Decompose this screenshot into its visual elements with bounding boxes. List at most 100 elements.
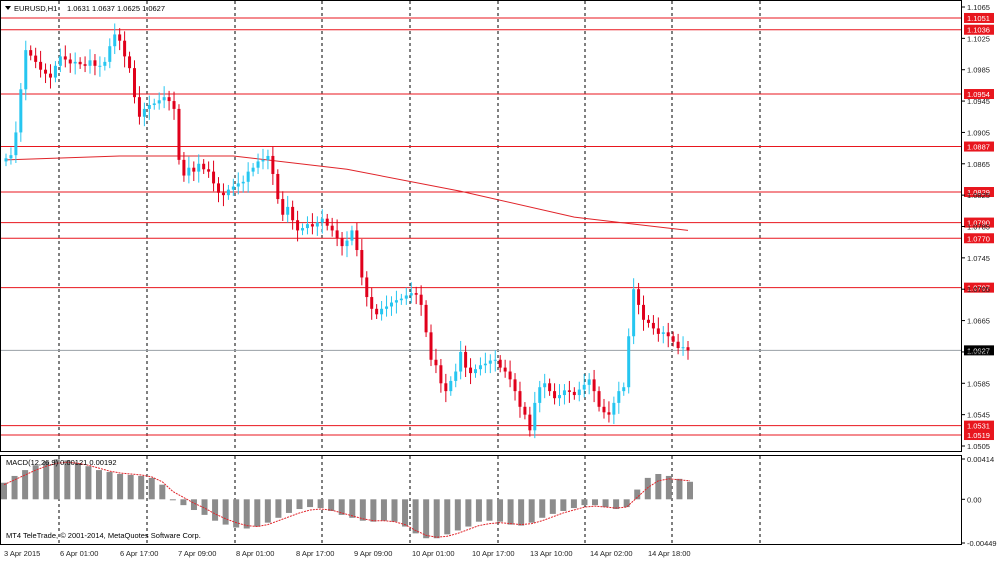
candle-body-up	[454, 371, 458, 381]
candle-body-up	[147, 104, 151, 109]
macd-histogram-bar	[138, 475, 145, 500]
candle-body-down	[29, 50, 33, 56]
candle-body-down	[528, 414, 532, 431]
level-price-tag	[964, 24, 994, 35]
macd-histogram-bar	[338, 499, 345, 515]
macd-histogram-bar	[212, 499, 219, 521]
level-price-label: 1.0519	[967, 431, 990, 440]
candle-body-down	[434, 359, 438, 366]
candle-body-down	[330, 225, 334, 231]
macd-histogram-bar	[201, 499, 208, 515]
candle-body-down	[424, 304, 428, 333]
macd-histogram-bar	[1, 482, 7, 500]
candle-body-up	[488, 360, 492, 364]
macd-histogram-bar	[581, 499, 588, 506]
macd-histogram-bar	[655, 473, 662, 500]
candle-body-up	[632, 289, 636, 337]
candle-body-down	[137, 97, 141, 117]
macd-histogram-bar	[117, 473, 124, 500]
price-tick-label: 1.0905	[967, 128, 990, 137]
candle-body-down	[567, 390, 571, 392]
macd-histogram-bar	[222, 499, 229, 525]
symbol-timeframe: EURUSD,H1	[14, 4, 57, 13]
candle-body-up	[14, 132, 18, 156]
candle-body-up	[533, 402, 537, 431]
macd-histogram-bar	[391, 499, 398, 522]
macd-histogram-bar	[22, 470, 29, 500]
candle-body-down	[602, 406, 606, 413]
price-tick-label: 1.0705	[967, 285, 990, 294]
candle-body-down	[335, 230, 339, 239]
candle-body-up	[301, 228, 305, 231]
macd-histogram-bar	[64, 460, 71, 500]
level-price-tag	[964, 187, 994, 198]
candle-body-down	[172, 101, 176, 109]
macd-tick-label: 0.00414	[967, 455, 994, 464]
candle-body-up	[305, 224, 309, 229]
candle-body-down	[296, 220, 300, 231]
macd-histogram-bar	[423, 499, 430, 539]
candle-body-down	[48, 73, 52, 78]
candle-body-up	[19, 89, 23, 133]
macd-histogram-bar	[95, 470, 102, 500]
macd-histogram-bar	[264, 499, 271, 523]
candle-body-down	[221, 192, 225, 196]
level-price-label: 1.1051	[967, 14, 990, 23]
candle-body-down	[192, 167, 196, 172]
macd-tick-label: 0.00	[967, 495, 982, 504]
macd-histogram-bar	[243, 499, 250, 529]
price-tick-label: 1.0785	[967, 223, 990, 232]
candle-body-down	[508, 371, 512, 380]
time-axis-label: 13 Apr 10:00	[530, 549, 573, 558]
candle-body-down	[419, 294, 423, 305]
candle-body-down	[123, 40, 127, 57]
macd-histogram-bar	[665, 475, 672, 500]
price-tick-label: 1.0545	[967, 411, 990, 420]
level-price-label: 1.1036	[967, 26, 990, 35]
time-axis-label: 6 Apr 01:00	[60, 549, 98, 558]
time-axis-label: 9 Apr 09:00	[354, 549, 392, 558]
macd-histogram-bar	[475, 499, 482, 522]
candle-body-up	[320, 218, 324, 223]
macd-signal-line	[3, 461, 691, 538]
candle-body-up	[394, 300, 398, 303]
candle-body-up	[627, 336, 631, 388]
candle-body-up	[241, 181, 245, 184]
candle-body-down	[414, 293, 418, 295]
macd-histogram-bar	[539, 499, 546, 518]
price-tick-label: 1.0585	[967, 379, 990, 388]
macd-histogram-bar	[190, 499, 197, 511]
candle-body-down	[671, 336, 675, 342]
chevron-down-icon[interactable]	[5, 6, 11, 10]
level-price-tag	[964, 141, 994, 152]
macd-histogram-bar	[687, 481, 693, 500]
candle-body-up	[493, 359, 497, 361]
candle-body-up	[473, 369, 477, 374]
candle-body-up	[58, 56, 62, 66]
candle-body-down	[637, 289, 641, 305]
macd-histogram-bar	[254, 499, 261, 527]
candle-body-up	[661, 332, 665, 334]
candle-body-up	[612, 402, 616, 415]
macd-histogram-bar	[32, 465, 39, 500]
candle-body-down	[355, 230, 359, 251]
price-tick-label: 1.0865	[967, 160, 990, 169]
macd-histogram-bar	[285, 499, 292, 513]
candle-body-up	[385, 306, 389, 309]
candle-body-up	[246, 171, 250, 182]
candle-body-down	[63, 56, 67, 60]
time-axis-label: 14 Apr 02:00	[590, 549, 633, 558]
candle-body-down	[291, 206, 295, 221]
time-axis-label: 8 Apr 01:00	[236, 549, 274, 558]
copyright-text: MT4 TeleTrade, © 2001-2014, MetaQuotes S…	[6, 531, 201, 540]
price-tick-label: 1.0825	[967, 191, 990, 200]
macd-histogram-bar	[370, 499, 377, 522]
level-price-label: 1.0829	[967, 188, 990, 197]
candle-body-down	[202, 163, 206, 170]
ohlc-values: 1.0631 1.0637 1.0625 1.0627	[67, 4, 165, 13]
candle-body-down	[128, 56, 132, 69]
candle-body-up	[558, 395, 562, 399]
candle-body-down	[572, 391, 576, 396]
